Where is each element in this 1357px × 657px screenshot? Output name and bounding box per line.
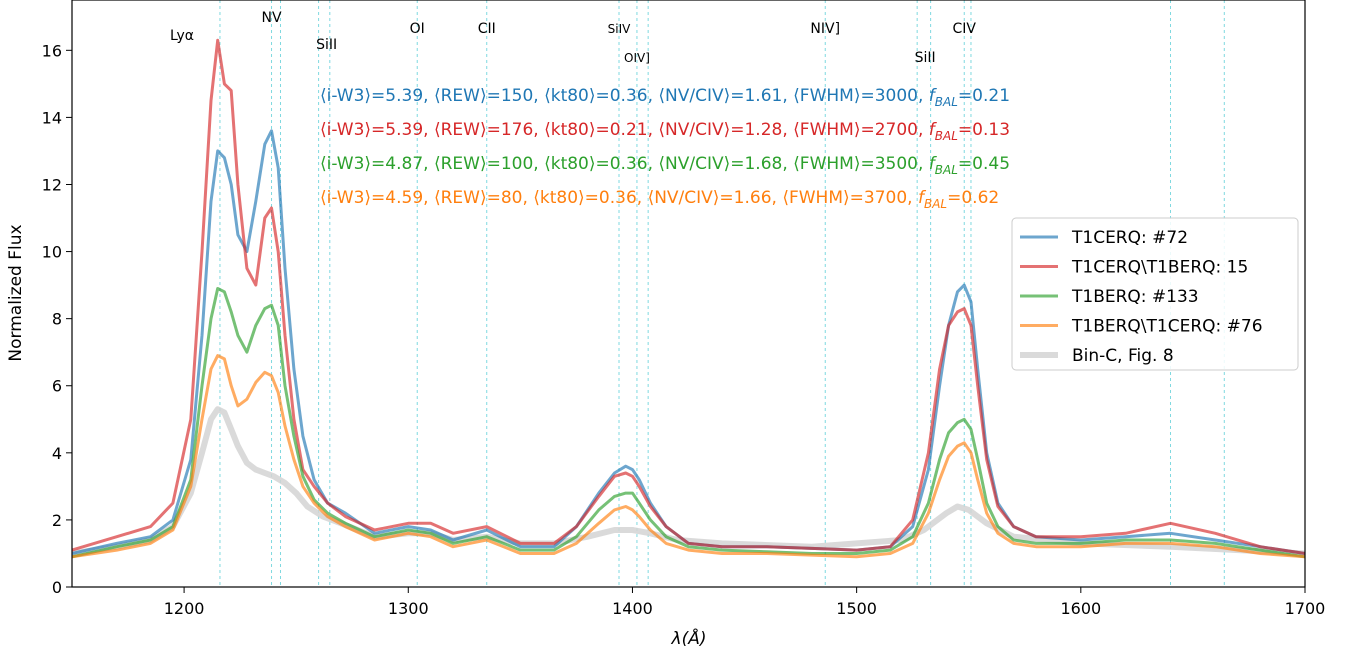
annotation-line: ⟨i-W3⟩=5.39, ⟨REW⟩=176, ⟨kt80⟩=0.21, ⟨NV…	[320, 120, 1010, 143]
y-tick-label: 4	[52, 444, 62, 463]
legend: T1CERQ: #72 T1CERQ\T1BERQ: 15 T1BERQ: #133…	[1011, 217, 1299, 371]
series-line	[71, 406, 1306, 557]
y-tick-label: 0	[52, 578, 62, 597]
line-marker-label: NV	[261, 10, 281, 26]
line-marker-label: SiII	[915, 50, 936, 66]
line-marker-label: SiIV	[608, 22, 631, 36]
emission-line-markers	[219, 0, 1225, 587]
annotation-block: ⟨i-W3⟩=5.39, ⟨REW⟩=150, ⟨kt80⟩=0.36, ⟨NV…	[320, 86, 1010, 211]
y-tick-label: 6	[52, 377, 62, 396]
x-tick-label: 1200	[164, 599, 205, 618]
line-marker-label: Lyα	[170, 28, 194, 44]
legend-box	[1011, 217, 1299, 371]
annotation-line: ⟨i-W3⟩=4.59, ⟨REW⟩=80, ⟨kt80⟩=0.36, ⟨NV/…	[320, 188, 999, 211]
y-tick-label: 10	[42, 243, 62, 262]
line-marker-label: OIV]	[624, 51, 650, 65]
series-lines	[71, 38, 1306, 559]
y-tick-label: 8	[52, 310, 62, 329]
line-marker-label: CII	[478, 21, 496, 37]
emission-line-labels: Lyα NV SiII OI CII SiIV OIV] NIV] SiII CIV	[170, 10, 976, 66]
x-tick-label: 1400	[612, 599, 653, 618]
x-tick-label: 1600	[1060, 599, 1101, 618]
y-tick-label: 2	[52, 511, 62, 530]
legend-label: T1CERQ: #72	[1071, 228, 1188, 248]
legend-label: T1BERQ: #133	[1071, 287, 1199, 307]
y-axis-label: Normalized Flux	[6, 224, 26, 361]
line-marker-label: CIV	[953, 21, 977, 37]
y-tick-label: 16	[42, 41, 62, 60]
plot-frame	[71, 0, 1306, 588]
y-tick-label: 12	[42, 175, 62, 194]
legend-label: T1BERQ\T1CERQ: #76	[1071, 317, 1263, 337]
x-tick-label: 1300	[388, 599, 429, 618]
series-line	[71, 38, 1306, 555]
x-tick-label: 1700	[1285, 599, 1326, 618]
series-line	[71, 354, 1306, 559]
y-tick-label: 14	[42, 108, 62, 127]
x-axis-label: λ(Å)	[671, 627, 707, 649]
legend-label: Bin-C, Fig. 8	[1072, 346, 1174, 366]
axes: 1200 1300 1400 1500 1600 1700 0 2 4 6 8 10 12 14 16	[42, 0, 1326, 618]
series-line	[71, 287, 1306, 559]
legend-label: T1CERQ\T1BERQ: 15	[1071, 258, 1248, 278]
line-marker-label: NIV]	[810, 21, 840, 37]
line-marker-label: OI	[410, 21, 425, 37]
x-tick-label: 1500	[836, 599, 877, 618]
annotation-line: ⟨i-W3⟩=5.39, ⟨REW⟩=150, ⟨kt80⟩=0.36, ⟨NV…	[320, 86, 1010, 109]
annotation-line: ⟨i-W3⟩=4.87, ⟨REW⟩=100, ⟨kt80⟩=0.36, ⟨NV…	[320, 154, 1010, 177]
series-line	[71, 129, 1306, 555]
line-marker-label: SiII	[316, 37, 337, 53]
